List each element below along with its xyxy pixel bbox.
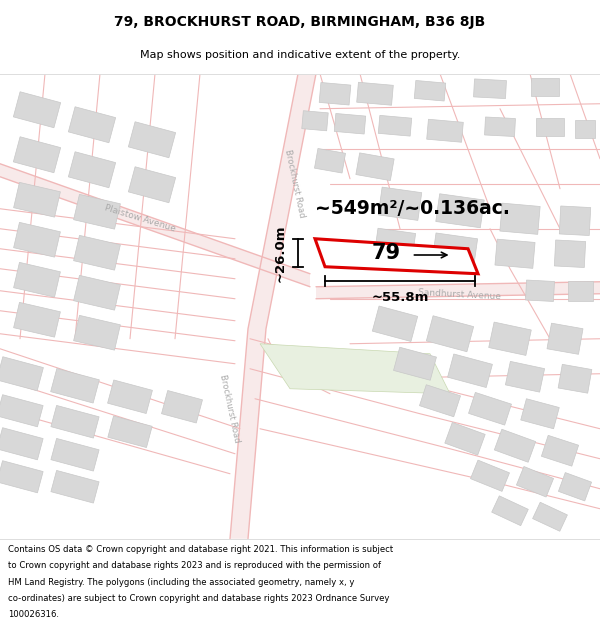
Polygon shape xyxy=(13,137,61,172)
Polygon shape xyxy=(378,187,422,221)
Polygon shape xyxy=(554,240,586,268)
Text: to Crown copyright and database rights 2023 and is reproduced with the permissio: to Crown copyright and database rights 2… xyxy=(8,561,381,570)
Polygon shape xyxy=(378,116,412,136)
Polygon shape xyxy=(68,107,116,142)
Polygon shape xyxy=(14,262,61,297)
Polygon shape xyxy=(473,79,506,99)
Polygon shape xyxy=(108,416,152,447)
Polygon shape xyxy=(541,436,578,466)
Polygon shape xyxy=(74,316,121,350)
Polygon shape xyxy=(13,92,61,128)
Polygon shape xyxy=(0,164,310,287)
Polygon shape xyxy=(0,461,43,492)
Text: 79, BROCKHURST ROAD, BIRMINGHAM, B36 8JB: 79, BROCKHURST ROAD, BIRMINGHAM, B36 8JB xyxy=(115,15,485,29)
Polygon shape xyxy=(491,496,529,526)
Polygon shape xyxy=(505,361,545,392)
Polygon shape xyxy=(374,228,416,259)
Text: ~26.0m: ~26.0m xyxy=(274,224,287,281)
Polygon shape xyxy=(51,406,99,438)
Polygon shape xyxy=(436,194,484,228)
Polygon shape xyxy=(14,182,61,217)
Polygon shape xyxy=(68,152,116,188)
Polygon shape xyxy=(547,323,583,354)
Polygon shape xyxy=(394,348,436,380)
Polygon shape xyxy=(427,119,463,142)
Polygon shape xyxy=(302,111,328,131)
Polygon shape xyxy=(334,114,366,134)
Polygon shape xyxy=(495,239,535,268)
Polygon shape xyxy=(316,282,600,299)
Polygon shape xyxy=(526,280,554,301)
Polygon shape xyxy=(51,471,99,503)
Polygon shape xyxy=(485,117,515,136)
Polygon shape xyxy=(107,380,152,414)
Text: ~55.8m: ~55.8m xyxy=(371,291,428,304)
Polygon shape xyxy=(0,357,43,391)
Text: Map shows position and indicative extent of the property.: Map shows position and indicative extent… xyxy=(140,50,460,60)
Polygon shape xyxy=(448,354,493,388)
Polygon shape xyxy=(0,395,43,427)
Polygon shape xyxy=(230,74,316,539)
Polygon shape xyxy=(575,120,595,138)
Text: Sandhurst Avenue: Sandhurst Avenue xyxy=(418,288,502,301)
Polygon shape xyxy=(260,344,450,394)
Polygon shape xyxy=(489,322,531,356)
Polygon shape xyxy=(536,118,564,136)
Polygon shape xyxy=(559,472,592,501)
Polygon shape xyxy=(414,81,446,101)
Polygon shape xyxy=(315,239,478,274)
Text: co-ordinates) are subject to Crown copyright and database rights 2023 Ordnance S: co-ordinates) are subject to Crown copyr… xyxy=(8,594,389,603)
Text: Brockhurst Road: Brockhurst Road xyxy=(218,374,242,444)
Polygon shape xyxy=(419,385,461,417)
Polygon shape xyxy=(356,82,394,105)
Polygon shape xyxy=(50,369,100,403)
Polygon shape xyxy=(517,466,554,497)
Text: 79: 79 xyxy=(372,243,401,263)
Text: HM Land Registry. The polygons (including the associated geometry, namely x, y: HM Land Registry. The polygons (includin… xyxy=(8,578,354,586)
Polygon shape xyxy=(469,392,511,425)
Polygon shape xyxy=(356,153,394,181)
Polygon shape xyxy=(427,316,473,352)
Polygon shape xyxy=(319,82,351,105)
Polygon shape xyxy=(14,222,61,257)
Polygon shape xyxy=(74,236,121,270)
Polygon shape xyxy=(373,306,418,341)
Text: ~549m²/~0.136ac.: ~549m²/~0.136ac. xyxy=(315,199,510,218)
Polygon shape xyxy=(128,122,176,158)
Polygon shape xyxy=(51,438,99,471)
Polygon shape xyxy=(521,399,559,429)
Polygon shape xyxy=(494,429,536,462)
Polygon shape xyxy=(531,78,559,96)
Polygon shape xyxy=(470,460,509,491)
Polygon shape xyxy=(74,276,121,310)
Polygon shape xyxy=(445,422,485,455)
Polygon shape xyxy=(558,364,592,393)
Polygon shape xyxy=(161,391,202,423)
Polygon shape xyxy=(433,233,478,264)
Polygon shape xyxy=(128,167,176,202)
Polygon shape xyxy=(74,194,121,229)
Text: Plaistow Avenue: Plaistow Avenue xyxy=(103,204,176,234)
Text: Contains OS data © Crown copyright and database right 2021. This information is : Contains OS data © Crown copyright and d… xyxy=(8,545,393,554)
Polygon shape xyxy=(14,302,61,337)
Polygon shape xyxy=(568,281,593,301)
Polygon shape xyxy=(533,503,568,531)
Polygon shape xyxy=(500,203,540,234)
Polygon shape xyxy=(559,206,591,236)
Text: 100026316.: 100026316. xyxy=(8,611,59,619)
Polygon shape xyxy=(0,428,43,460)
Polygon shape xyxy=(314,149,346,173)
Text: Brockhurst Road: Brockhurst Road xyxy=(283,149,307,219)
